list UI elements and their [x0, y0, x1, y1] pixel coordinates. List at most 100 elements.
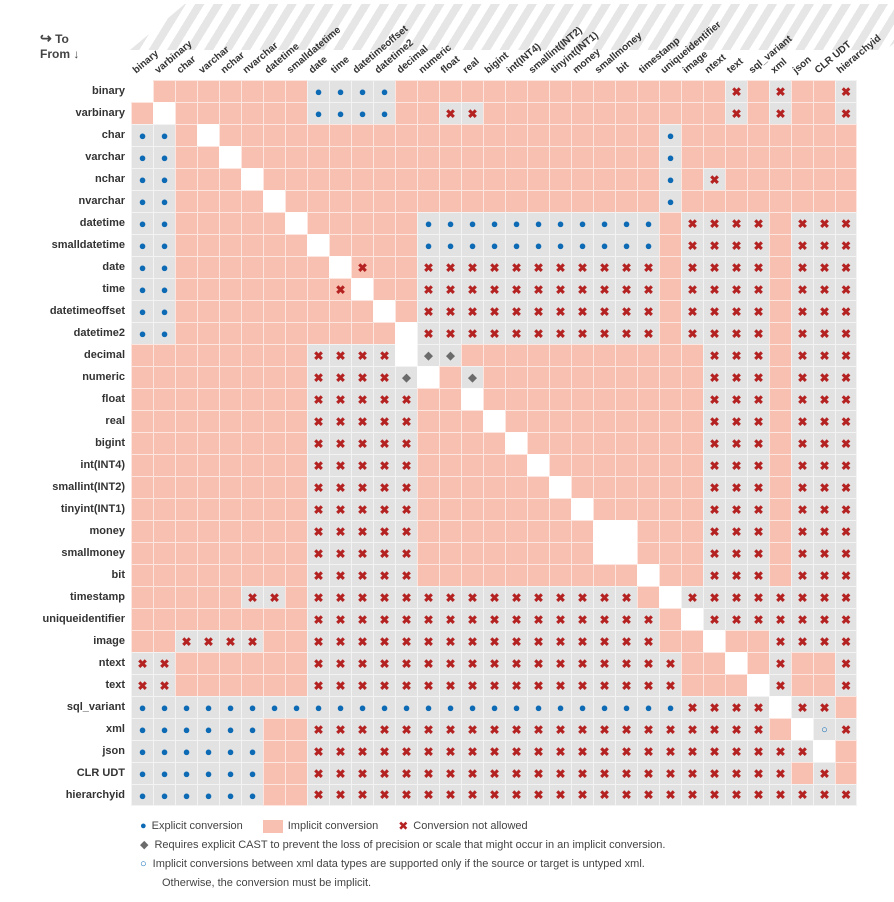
matrix-cell: [527, 190, 549, 212]
matrix-cell: ✖: [791, 784, 813, 806]
matrix-cell: [637, 454, 659, 476]
matrix-cell: ✖: [571, 718, 593, 740]
matrix-cell: ●: [461, 212, 483, 234]
matrix-cell: ✖: [615, 718, 637, 740]
matrix-cell: [615, 564, 637, 586]
matrix-cell: ✖: [549, 784, 571, 806]
matrix-cell: ✖: [373, 784, 395, 806]
matrix-cell: ✖: [549, 586, 571, 608]
matrix-cell: [241, 608, 263, 630]
matrix-cell: [615, 146, 637, 168]
matrix-cell: [483, 344, 505, 366]
matrix-cell: ✖: [461, 256, 483, 278]
row-label: timestamp: [10, 591, 131, 603]
matrix-cell: ◆: [417, 344, 439, 366]
matrix-cell: [395, 278, 417, 300]
matrix-cell: ✖: [307, 388, 329, 410]
matrix-cell: [285, 762, 307, 784]
conversion-grid: binary●●●●✖✖✖varbinary●●●●✖✖✖✖✖char●●●va…: [10, 80, 884, 806]
matrix-cell: ✖: [527, 278, 549, 300]
matrix-cell: ✖: [637, 322, 659, 344]
matrix-cell: ✖: [725, 454, 747, 476]
matrix-cell: ✖: [725, 520, 747, 542]
matrix-cell: [263, 410, 285, 432]
matrix-cell: [615, 454, 637, 476]
matrix-cell: [285, 432, 307, 454]
matrix-cell: [439, 476, 461, 498]
matrix-cell: ✖: [725, 80, 747, 102]
matrix-cell: [483, 388, 505, 410]
matrix-cell: [527, 168, 549, 190]
matrix-cell: [263, 652, 285, 674]
matrix-cell: ✖: [395, 410, 417, 432]
matrix-cell: [417, 432, 439, 454]
matrix-cell: [769, 344, 791, 366]
matrix-cell: ✖: [769, 652, 791, 674]
matrix-cell: [373, 322, 395, 344]
matrix-cell: [197, 190, 219, 212]
matrix-cell: [505, 366, 527, 388]
matrix-cell: [659, 256, 681, 278]
matrix-cell: [835, 696, 857, 718]
matrix-cell: [703, 652, 725, 674]
matrix-cell: [549, 520, 571, 542]
matrix-cell: ✖: [549, 652, 571, 674]
row-label: tinyint(INT1): [10, 503, 131, 515]
matrix-cell: [219, 300, 241, 322]
matrix-cell: [637, 80, 659, 102]
matrix-cell: ●: [527, 696, 549, 718]
matrix-cell: [637, 102, 659, 124]
matrix-cell: ✖: [659, 784, 681, 806]
matrix-cell: [813, 80, 835, 102]
matrix-cell: ✖: [835, 718, 857, 740]
matrix-cell: ✖: [527, 608, 549, 630]
matrix-cell: ✖: [461, 762, 483, 784]
matrix-cell: ✖: [461, 718, 483, 740]
matrix-cell: ✖: [703, 410, 725, 432]
matrix-cell: [615, 366, 637, 388]
matrix-cell: ✖: [813, 366, 835, 388]
matrix-cell: [263, 234, 285, 256]
matrix-cell: ✖: [835, 652, 857, 674]
matrix-cell: [285, 322, 307, 344]
matrix-cell: ✖: [373, 674, 395, 696]
matrix-cell: ✖: [725, 586, 747, 608]
matrix-cell: ✖: [747, 542, 769, 564]
matrix-cell: ✖: [351, 366, 373, 388]
matrix-cell: [285, 784, 307, 806]
matrix-cell: [725, 168, 747, 190]
matrix-cell: ✖: [197, 630, 219, 652]
matrix-cell: [593, 344, 615, 366]
matrix-cell: ✖: [813, 586, 835, 608]
matrix-cell: ✖: [417, 322, 439, 344]
matrix-row: xml●●●●●●✖✖✖✖✖✖✖✖✖✖✖✖✖✖✖✖✖✖✖✖✖○✖: [10, 718, 884, 740]
matrix-cell: [439, 168, 461, 190]
matrix-cell: ✖: [835, 784, 857, 806]
matrix-cell: ✖: [373, 586, 395, 608]
matrix-cell: [131, 102, 153, 124]
matrix-cell: [197, 344, 219, 366]
matrix-cell: ✖: [571, 674, 593, 696]
matrix-cell: ✖: [527, 300, 549, 322]
matrix-cell: ✖: [703, 586, 725, 608]
matrix-cell: ✖: [549, 322, 571, 344]
matrix-cell: ✖: [747, 432, 769, 454]
matrix-cell: ✖: [571, 630, 593, 652]
matrix-cell: ●: [637, 696, 659, 718]
matrix-cell: [747, 146, 769, 168]
matrix-cell: ✖: [439, 718, 461, 740]
matrix-cell: [461, 146, 483, 168]
matrix-cell: [615, 542, 637, 564]
matrix-cell: [373, 190, 395, 212]
matrix-cell: [659, 388, 681, 410]
matrix-cell: [263, 784, 285, 806]
matrix-cell: [791, 674, 813, 696]
matrix-cell: [483, 168, 505, 190]
matrix-cell: ✖: [747, 388, 769, 410]
matrix-cell: [175, 366, 197, 388]
matrix-cell: ●: [153, 718, 175, 740]
matrix-row: bigint✖✖✖✖✖✖✖✖✖✖✖: [10, 432, 884, 454]
matrix-cell: ●: [637, 212, 659, 234]
matrix-cell: [681, 476, 703, 498]
matrix-cell: ✖: [615, 652, 637, 674]
